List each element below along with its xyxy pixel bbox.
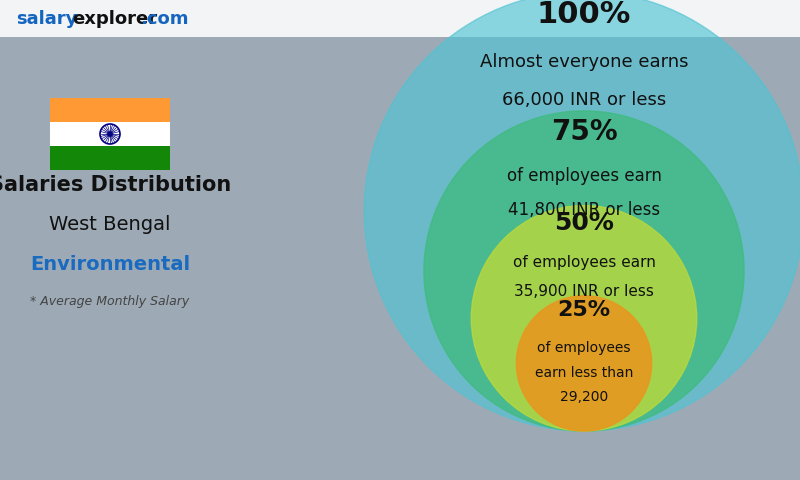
- Text: Salaries Distribution: Salaries Distribution: [0, 175, 231, 195]
- FancyBboxPatch shape: [50, 122, 170, 146]
- Text: 66,000 INR or less: 66,000 INR or less: [502, 91, 666, 108]
- Text: of employees earn: of employees earn: [506, 167, 662, 185]
- Text: 50%: 50%: [554, 211, 614, 235]
- FancyBboxPatch shape: [50, 146, 170, 170]
- Text: Almost everyone earns: Almost everyone earns: [480, 53, 688, 72]
- FancyBboxPatch shape: [50, 98, 170, 122]
- Text: salary: salary: [16, 10, 78, 28]
- Text: earn less than: earn less than: [535, 366, 633, 380]
- Text: 41,800 INR or less: 41,800 INR or less: [508, 201, 660, 219]
- Text: 29,200: 29,200: [560, 390, 608, 405]
- Text: * Average Monthly Salary: * Average Monthly Salary: [30, 296, 190, 309]
- Text: of employees: of employees: [538, 341, 630, 355]
- Text: 100%: 100%: [537, 0, 631, 29]
- Circle shape: [424, 111, 744, 431]
- Text: West Bengal: West Bengal: [50, 216, 170, 235]
- FancyBboxPatch shape: [0, 0, 800, 37]
- Text: Environmental: Environmental: [30, 255, 190, 275]
- Circle shape: [471, 205, 697, 431]
- Text: explorer: explorer: [72, 10, 157, 28]
- Text: 75%: 75%: [550, 118, 618, 145]
- Text: 25%: 25%: [558, 300, 610, 320]
- Text: of employees earn: of employees earn: [513, 255, 655, 270]
- Circle shape: [108, 132, 112, 136]
- Text: .com: .com: [140, 10, 189, 28]
- Text: 35,900 INR or less: 35,900 INR or less: [514, 285, 654, 300]
- Circle shape: [364, 0, 800, 431]
- Circle shape: [516, 296, 652, 431]
